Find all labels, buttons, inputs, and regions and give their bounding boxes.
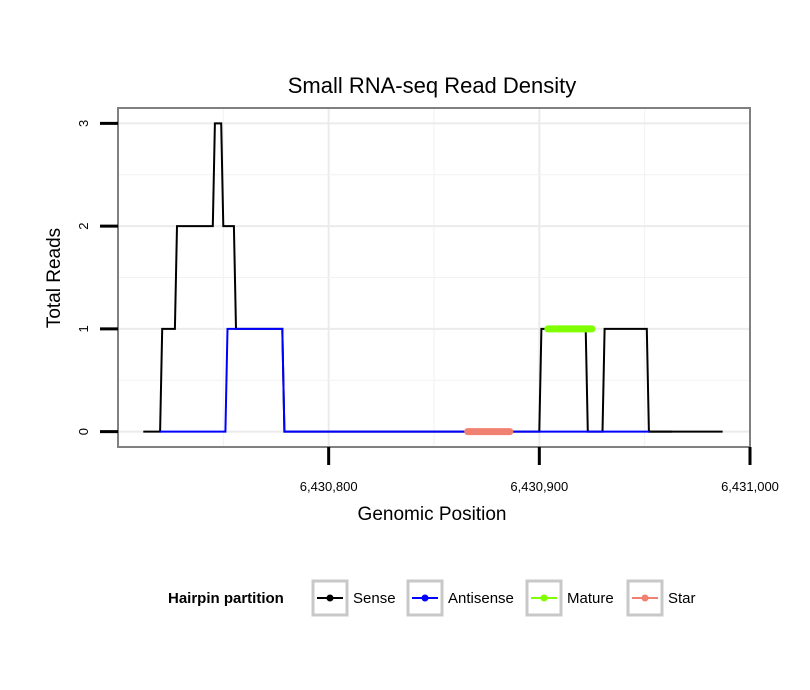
- legend-label: Sense: [353, 590, 396, 607]
- legend-key-dot: [540, 594, 548, 602]
- legend-item-sense: Sense: [311, 579, 396, 617]
- y-axis-label: Total Reads: [44, 228, 65, 328]
- x-tick-label: 6,430,800: [300, 479, 358, 494]
- legend-title: Hairpin partition: [168, 590, 284, 607]
- y-tick-label: 2: [76, 223, 91, 230]
- x-axis-label: Genomic Position: [358, 504, 507, 525]
- legend-key-dot: [641, 594, 649, 602]
- series-layer: [143, 122, 723, 436]
- legend-label: Antisense: [448, 590, 514, 607]
- legend: Hairpin partition Sense Antisense Mature St…: [168, 579, 696, 617]
- x-axis: 6,430,800 6,430,900 6,431,000: [300, 447, 779, 494]
- legend-item-antisense: Antisense: [406, 579, 514, 617]
- y-tick-label: 0: [76, 428, 91, 435]
- chart-title: Small RNA-seq Read Density: [288, 73, 577, 98]
- legend-item-star: Star: [626, 579, 696, 617]
- legend-item-mature: Mature: [525, 579, 614, 617]
- legend-label: Mature: [567, 590, 614, 607]
- x-tick-label: 6,431,000: [721, 479, 779, 494]
- x-tick-label: 6,430,900: [510, 479, 568, 494]
- plot-border: [117, 107, 751, 448]
- series-line-antisense: [160, 327, 649, 433]
- legend-label: Star: [668, 590, 696, 607]
- legend-key-dot: [421, 594, 429, 602]
- legend-key-dot: [326, 594, 334, 602]
- y-tick-label: 3: [76, 120, 91, 127]
- y-axis: 0 1 2 3: [76, 120, 118, 435]
- y-tick-label: 1: [76, 325, 91, 332]
